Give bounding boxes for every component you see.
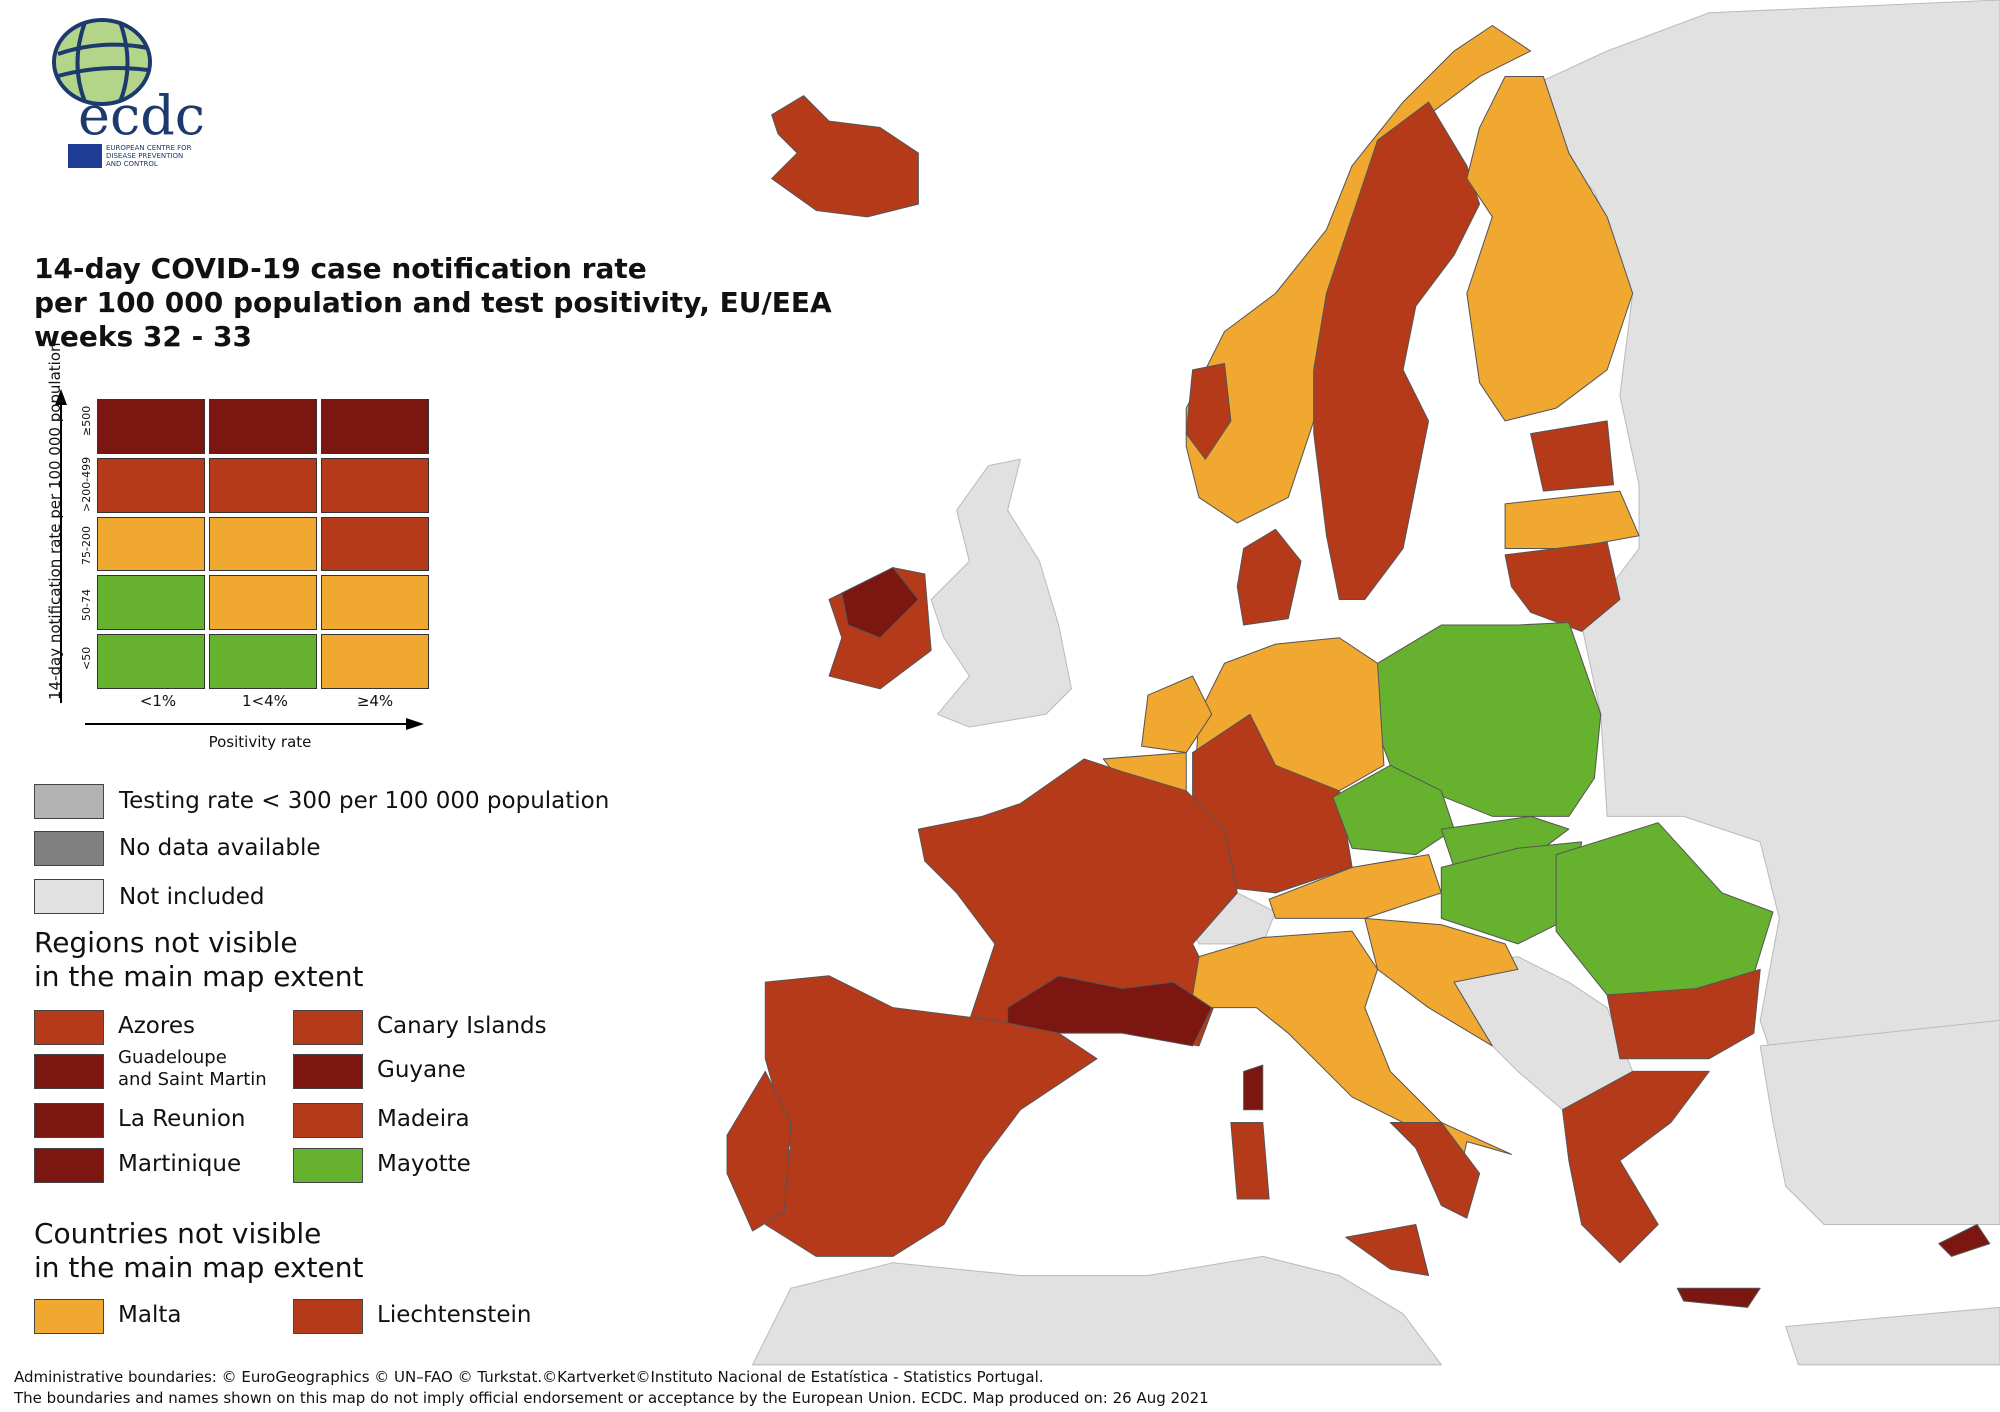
legend-cell <box>209 634 317 689</box>
region-denmark <box>1236 528 1302 626</box>
column-label: <1% <box>139 692 177 710</box>
legend-swatch <box>34 1103 104 1138</box>
legend-swatch <box>293 1148 363 1183</box>
legend-cell <box>209 516 317 572</box>
region-iceland <box>771 95 919 218</box>
region-sardinia <box>1230 1121 1270 1200</box>
regions-heading: Regions not visible in the main map exte… <box>34 926 364 993</box>
legend-label: Canary Islands <box>377 1013 547 1039</box>
region-north-africa <box>752 1255 1442 1366</box>
row-label: <50 <box>80 646 93 670</box>
legend-cell <box>321 516 429 572</box>
legend-label: La Reunion <box>118 1106 246 1132</box>
region-cyprus <box>1938 1223 1991 1257</box>
legend-axes <box>55 389 424 730</box>
region-turkey <box>1759 1019 2000 1226</box>
region-middle-east <box>1785 1306 2000 1366</box>
legend-cell <box>97 575 205 631</box>
region-greece <box>1561 1070 1710 1264</box>
legend-label: Testing rate < 300 per 100 000 populatio… <box>119 788 610 814</box>
y-axis-arrow-icon <box>55 389 67 405</box>
region-bulgaria <box>1606 968 1761 1060</box>
svg-text:AND CONTROL: AND CONTROL <box>106 160 158 168</box>
row-label: 50-74 <box>80 589 93 621</box>
region-crete <box>1676 1287 1761 1308</box>
legend-label: Guyane <box>377 1057 466 1083</box>
legend-label: Mayotte <box>377 1151 471 1177</box>
legend-label: Madeira <box>377 1106 470 1132</box>
region-not-included-east <box>1523 0 2000 1200</box>
legend-label: Guadeloupe and Saint Martin <box>118 1047 267 1090</box>
svg-text:DISEASE PREVENTION: DISEASE PREVENTION <box>106 152 183 160</box>
legend-label: Not included <box>119 884 265 910</box>
legend-cell <box>97 457 205 513</box>
legend-cell <box>97 399 205 454</box>
countries-heading: Countries not visible in the main map ex… <box>34 1217 364 1284</box>
region-romania <box>1555 822 1774 996</box>
region-lithuania <box>1504 541 1621 632</box>
svg-text:EUROPEAN CENTRE FOR: EUROPEAN CENTRE FOR <box>106 144 192 152</box>
region-estonia <box>1530 420 1615 492</box>
legend-label: Malta <box>118 1302 182 1328</box>
legend-cell <box>209 399 317 454</box>
legend-cell <box>321 634 429 689</box>
y-axis-label: 14-day notification rate per 100 000 pop… <box>46 342 64 700</box>
row-label: 75-200 <box>80 526 93 565</box>
region-finland <box>1466 76 1634 422</box>
legend-swatch <box>293 1103 363 1138</box>
region-sweden <box>1313 101 1481 601</box>
x-axis-arrow-icon <box>406 718 424 730</box>
legend-cell <box>321 575 429 631</box>
legend-swatch <box>34 1299 104 1334</box>
legend-cell <box>97 516 205 572</box>
region-poland <box>1370 621 1602 817</box>
legend-label: Martinique <box>118 1151 242 1177</box>
column-label: ≥4% <box>356 692 394 710</box>
ecdc-logo: ecdc EUROPEAN CENTRE FOR DISEASE PREVENT… <box>52 18 205 168</box>
map-title: 14-day COVID-19 case notification rate p… <box>34 252 832 353</box>
legend-label: Azores <box>118 1013 195 1039</box>
region-sicily <box>1345 1223 1430 1277</box>
region-croatia-slovenia <box>1364 917 1519 1047</box>
legend-swatch <box>293 1010 363 1045</box>
legend-swatch-testing-rate <box>34 784 104 819</box>
legend-cell <box>321 399 429 454</box>
legend-swatch <box>34 1054 104 1089</box>
legend-swatch <box>34 1148 104 1183</box>
x-axis-label: Positivity rate <box>208 733 312 751</box>
legend-swatch <box>34 1010 104 1045</box>
region-uk <box>930 458 1072 728</box>
legend-swatch <box>293 1054 363 1089</box>
legend-label: No data available <box>119 835 321 861</box>
footer-disclaimer: The boundaries and names shown on this m… <box>14 1389 1209 1407</box>
footer-attribution: Administrative boundaries: © EuroGeograp… <box>14 1368 1044 1386</box>
region-norway-west <box>1185 363 1232 460</box>
legend-swatch-not-included <box>34 879 104 914</box>
region-ireland-north <box>841 567 919 639</box>
column-label: 1<4% <box>242 692 288 710</box>
region-netherlands <box>1141 675 1213 754</box>
legend-cell <box>209 457 317 513</box>
legend-cell <box>97 634 205 689</box>
legend-swatch <box>293 1299 363 1334</box>
region-corsica <box>1243 1064 1264 1111</box>
bivariate-legend-grid <box>97 399 429 689</box>
region-latvia <box>1504 490 1640 549</box>
legend-label: Liechtenstein <box>377 1302 532 1328</box>
legend-cell <box>209 575 317 631</box>
legend-swatch-no-data <box>34 831 104 866</box>
region-portugal <box>726 1070 792 1232</box>
region-italy-south <box>1389 1121 1481 1219</box>
ecdc-wordmark: ecdc <box>78 84 205 147</box>
row-label: ≥500 <box>80 405 93 436</box>
row-label: >200-499 <box>80 456 93 512</box>
legend-cell <box>321 457 429 513</box>
